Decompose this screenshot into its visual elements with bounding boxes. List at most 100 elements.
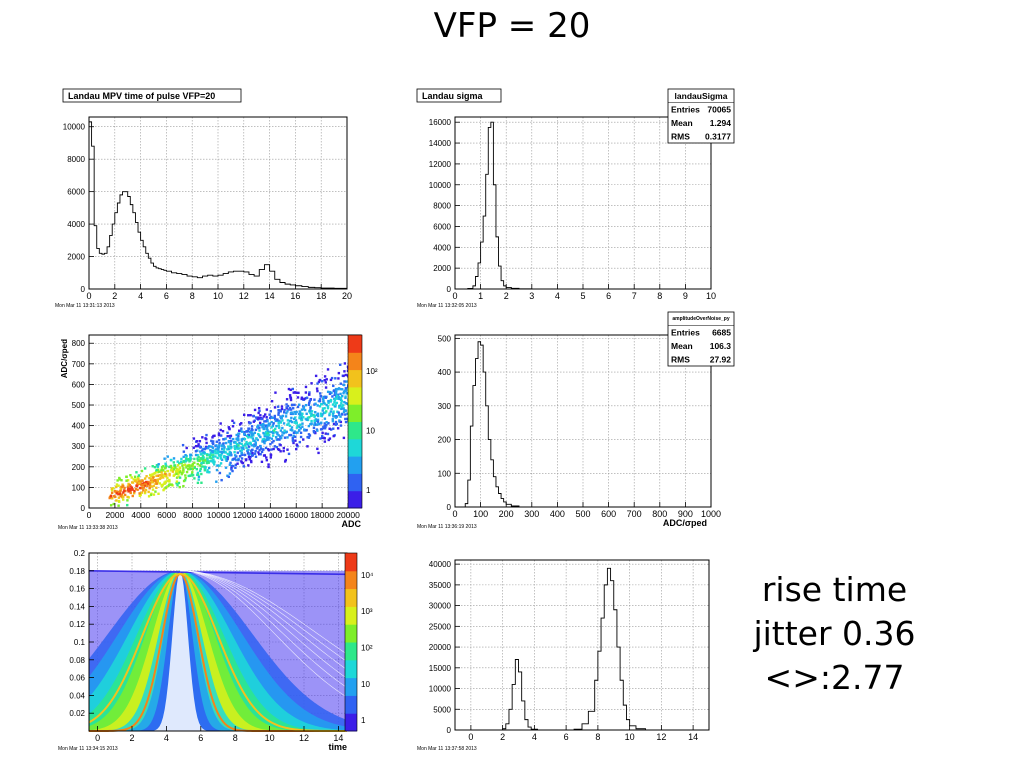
data-point xyxy=(115,483,119,486)
x-tick-label: 20 xyxy=(342,291,352,301)
data-point xyxy=(343,362,347,365)
data-point xyxy=(180,457,183,461)
data-point xyxy=(209,449,212,452)
data-point xyxy=(134,487,138,491)
data-point xyxy=(134,478,138,481)
pulse-trace xyxy=(180,570,346,687)
data-point xyxy=(262,415,266,418)
data-point xyxy=(264,425,268,428)
data-point xyxy=(276,405,280,408)
stats-value: 1.294 xyxy=(710,118,732,128)
data-point xyxy=(182,479,186,483)
data-point xyxy=(318,405,322,408)
data-point xyxy=(264,430,268,434)
data-point xyxy=(326,405,330,408)
data-point xyxy=(193,466,196,470)
data-point xyxy=(320,435,324,438)
data-point xyxy=(344,417,347,421)
title-box xyxy=(62,88,242,103)
data-point xyxy=(226,474,229,477)
data-point xyxy=(202,451,206,454)
y-tick-label: 0.02 xyxy=(69,709,85,718)
x-tick-label: 12000 xyxy=(233,510,257,520)
data-point xyxy=(163,481,166,484)
data-point xyxy=(196,462,199,466)
data-point xyxy=(137,474,141,477)
data-point xyxy=(198,464,202,467)
data-point xyxy=(333,393,336,397)
data-point xyxy=(230,468,233,471)
data-point xyxy=(170,483,173,486)
data-point xyxy=(158,470,161,473)
data-point xyxy=(198,439,202,443)
x-tick-label: 8000 xyxy=(183,510,202,520)
data-point xyxy=(178,470,182,474)
colorbar-cell xyxy=(345,588,357,607)
data-point xyxy=(344,396,347,400)
data-point xyxy=(248,430,251,434)
plot-frame xyxy=(454,559,710,731)
data-point xyxy=(298,410,301,413)
data-point xyxy=(193,477,196,480)
data-point xyxy=(299,431,303,435)
data-point xyxy=(334,415,338,418)
colorbar-tick-label: 10⁴ xyxy=(361,571,374,580)
data-point xyxy=(274,427,277,431)
data-point xyxy=(116,479,119,482)
data-point xyxy=(331,395,334,398)
data-point xyxy=(242,447,245,451)
data-point xyxy=(310,419,313,423)
colorbar-tick-label: 10² xyxy=(361,643,373,652)
data-point xyxy=(121,483,124,486)
data-point xyxy=(319,412,323,415)
data-point xyxy=(308,399,311,403)
pulse-density-layer xyxy=(89,570,347,731)
data-point xyxy=(231,419,234,423)
data-point xyxy=(344,409,348,412)
data-point xyxy=(211,455,215,459)
data-point xyxy=(268,430,272,434)
data-point xyxy=(122,495,125,498)
data-point xyxy=(302,438,305,441)
data-point xyxy=(110,491,114,495)
data-point xyxy=(161,476,165,479)
data-point xyxy=(240,427,243,430)
data-point xyxy=(263,433,267,436)
data-point xyxy=(210,457,213,460)
x-tick-label: 16 xyxy=(290,291,300,301)
timestamp: Mon Mar 11 13:37:58 2013 xyxy=(417,746,477,752)
data-point xyxy=(312,426,316,429)
chart-landau-sigma: 0 1 2 3 4 5 6 7 8 9 10 0 2000 4000 6000 8000 10000 12000 1… xyxy=(416,88,735,309)
data-point xyxy=(287,408,290,411)
data-point xyxy=(173,473,176,476)
data-point xyxy=(267,449,271,452)
data-point xyxy=(218,441,221,445)
data-point xyxy=(323,379,326,382)
timestamp: Mon Mar 11 13:33:38 2013 xyxy=(58,525,118,531)
stats-label: Entries xyxy=(671,105,700,115)
x-tick-label: 0 xyxy=(86,291,91,301)
data-point xyxy=(229,447,232,450)
data-point xyxy=(220,458,224,461)
data-point xyxy=(169,464,172,468)
data-point xyxy=(276,432,279,436)
data-point xyxy=(286,436,289,439)
data-point xyxy=(211,440,215,443)
data-point xyxy=(205,441,208,445)
data-point xyxy=(125,479,128,482)
data-point xyxy=(117,492,121,496)
data-point xyxy=(201,436,204,439)
data-point xyxy=(151,465,154,468)
data-point xyxy=(339,396,343,399)
data-point xyxy=(293,410,296,414)
data-point xyxy=(227,439,231,443)
data-point xyxy=(184,459,188,462)
data-point xyxy=(332,427,335,430)
data-point xyxy=(253,439,256,442)
data-point xyxy=(261,448,265,451)
data-point xyxy=(118,478,122,481)
data-point xyxy=(143,467,147,470)
data-point xyxy=(224,466,228,469)
data-point xyxy=(152,493,156,496)
data-point xyxy=(261,425,264,429)
